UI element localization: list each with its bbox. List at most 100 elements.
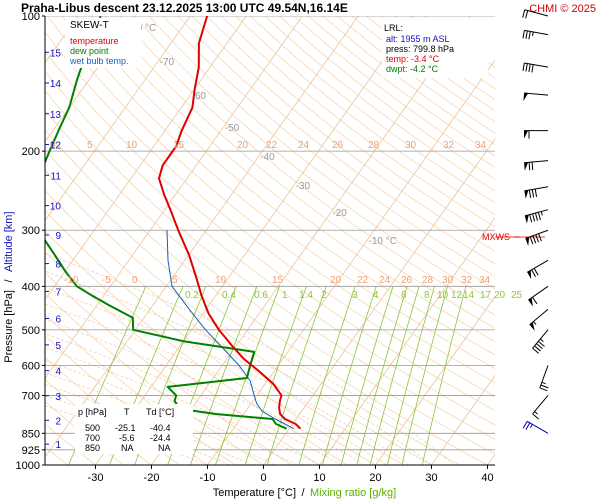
y-axis-title-altitude: Altitude [km] [3,211,15,272]
dry-adiabat [134,16,495,303]
lrl-temp: temp: -3.4 °C [386,54,440,64]
temperature-tick-label: 40 [481,472,493,484]
wind-barb-pennant [524,162,529,171]
table-header-t: T [124,407,130,417]
mixing-ratio-label: 4 [373,290,379,301]
wind-barb [528,285,549,307]
mixing-ratio-label: 2 [321,290,327,301]
altitude-tick-label: 15 [50,48,62,59]
altitude-tick-label: 3 [55,392,61,403]
chmi-credit: CHMI © 2025 [529,3,596,15]
dry-adiabat [206,16,495,240]
temperature-tick-label: 30 [425,472,437,484]
legend-item-temperature: temperature [70,36,119,46]
wind-barb-full [522,30,525,39]
dry-adiabat [162,16,495,277]
mixing-ratio-label: 14 [463,290,475,301]
moist-adiabat [45,318,365,465]
legend: SKEW-T temperature dew point wet bulb te… [65,18,141,68]
wind-barb-half [529,424,533,429]
wind-barbs [522,9,549,434]
wind-barb-full [528,162,531,171]
wind-barb-full [528,31,531,40]
dry-adiabat [148,16,495,290]
isotherm [45,16,247,301]
mixing-ratio-label: 17 [480,290,492,301]
theta-label: 26 [332,140,344,151]
theta-label: 0 [50,140,56,151]
dry-adiabat [75,16,495,356]
isotherm-label: -70 [160,57,175,68]
wind-barb-full [528,189,532,198]
wind-barb-full [539,387,548,392]
temperature-profile [158,16,302,430]
altitude-tick-label: 11 [51,171,62,182]
temperature-tick-label: 20 [369,472,381,484]
wind-barb-pennant [524,214,529,224]
theta-label: 32 [443,140,455,151]
wetbulb-profile [166,230,295,430]
wind-barb [522,9,549,19]
wind-barb-staff [524,160,549,164]
wind-barb-staff [524,62,549,68]
wind-barb-full [529,236,534,245]
wind-barb-full [531,189,535,198]
y-axis-title-separator: / [3,279,15,283]
wind-barb [532,329,549,354]
lrl-alt: alt: 1955 m ASL [386,34,450,44]
wind-barb-full [535,234,539,243]
theta-label: 34 [475,140,487,151]
wind-barb-full [531,64,534,73]
table-row-500-t: -25.1 [115,423,136,433]
wind-barb-staff [525,229,549,239]
theta-label: 15 [272,275,284,286]
wind-barb-full [538,340,545,347]
theta-label: 26 [401,275,413,286]
dry-adiabat [249,16,495,204]
pressure-tick-label: 300 [22,225,40,237]
isotherm-label: -80 °C [128,23,156,34]
theta-label: 28 [422,275,434,286]
wind-barb [525,229,549,246]
wind-barb-staff [532,395,549,415]
temperature-tick-label: -30 [88,472,104,484]
altitude-tick-label: 8 [55,260,61,271]
theta-label: 30 [442,275,454,286]
grid-labels: -80 °C-70-60-50-40-30-20-10 °C0 5 10 15 20 22… [50,23,523,301]
legend-title: SKEW-T [70,20,109,31]
isotherm [45,16,191,222]
table-header-td: Td [°C] [146,407,174,417]
mixing-ratio-label: 1.4 [299,290,313,301]
wind-barb-pennant [523,92,529,101]
isotherm-label: -20 [332,208,347,219]
wind-barb-full [533,268,539,276]
theta-label: 15 [173,140,185,151]
wind-barb-pennant [528,297,533,307]
temperature-tick-label: -20 [144,472,160,484]
isotherm [544,16,600,465]
wind-barb-full [534,212,538,221]
dry-adiabat [61,16,495,370]
isotherm-label: -40 [260,152,275,163]
dry-adiabat [46,16,495,383]
pressure-tick-label: 850 [22,428,40,440]
altitude-tick-label: 1 [55,440,61,451]
wind-barb-pennant [529,322,535,331]
altitude-tick-label: 5 [55,341,61,352]
isotherm [375,295,495,465]
wind-barb-pennant [524,190,529,199]
wind-barb-half [540,211,543,216]
lrl-info: LRL: alt: 1955 m ASL press: 799.8 hPa te… [382,18,488,78]
wind-barb [526,259,549,280]
theta-label: 20 [237,140,249,151]
theta-label: 34 [479,275,491,286]
wind-barb-full [525,10,529,19]
altitude-tick-label: 2 [55,416,61,427]
isotherm [319,217,495,465]
legend-item-dewpoint: dew point [70,46,109,56]
wind-barb-full [537,212,541,221]
x-axis-title-temperature: Temperature [°C] [213,487,296,499]
table-row-850-p: 850 [85,443,100,453]
